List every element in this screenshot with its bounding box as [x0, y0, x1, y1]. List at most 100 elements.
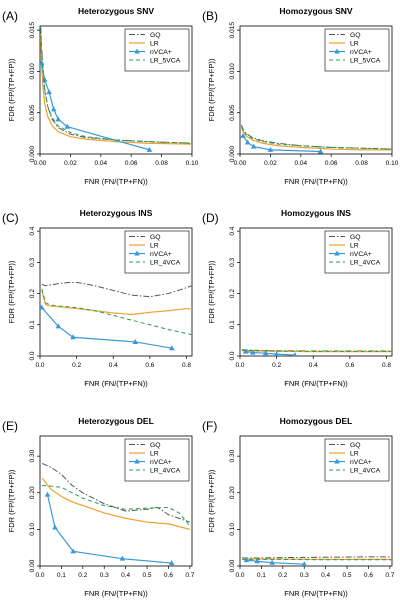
series-line-gq	[241, 124, 392, 150]
data-point-nvca	[240, 132, 246, 138]
legend-label-nvca: nVCA+	[150, 49, 172, 56]
y-axis-label: FDR (FP/(TP+FP))	[207, 260, 216, 323]
y-tick-label: 0.0	[29, 351, 36, 360]
y-tick-label: 0.010	[229, 63, 236, 80]
series-line-lr-4vca	[42, 484, 191, 527]
data-point-nvca	[70, 548, 76, 554]
y-tick-label: 0.000	[29, 145, 36, 162]
legend-label-lr-4vca: LR_4VCA	[350, 468, 381, 475]
data-point-nvca	[250, 143, 257, 149]
x-tick-label: 0.00	[34, 160, 47, 167]
x-tick-label: 0.8	[182, 362, 191, 369]
x-tick-label: 0.00	[234, 160, 247, 167]
legend-box	[124, 230, 190, 274]
x-tick-label: 0.02	[64, 160, 77, 167]
panel-label: (A)	[2, 9, 18, 23]
panel-title: Heterozygous DEL	[78, 416, 154, 426]
x-tick-label: 0.5	[343, 572, 352, 579]
y-tick-label: 0.10	[29, 523, 36, 536]
legend-label-nvca: nVCA+	[350, 459, 372, 466]
series-line-nvca	[246, 559, 305, 565]
panel-label: (F)	[202, 419, 217, 433]
y-tick-label: 0.20	[229, 486, 236, 499]
legend-box	[324, 438, 390, 482]
series-line-gq	[242, 556, 392, 559]
x-tick-label: 0.0	[35, 362, 44, 369]
series-line-lr-4vca	[241, 349, 392, 352]
legend-box	[324, 230, 390, 274]
panel-b: (B) Homozygous SNV 0.00 0.02 0.04 0.06 0.08 0.1…	[202, 6, 399, 186]
legend-label-lr-4vca: LR_4VCA	[150, 260, 181, 267]
legend-label-gq: GQ	[350, 442, 361, 449]
series-line-gq	[41, 281, 192, 298]
y-tick-label: 0.015	[29, 22, 36, 39]
data-point-nvca	[250, 349, 256, 355]
x-tick-label: 0.0	[35, 572, 44, 579]
x-tick-label: 0.10	[386, 160, 399, 167]
data-point-nvca	[301, 561, 307, 566]
y-axis-label: FDR (FP/(TP+FP))	[207, 469, 216, 532]
data-point-nvca	[243, 557, 250, 563]
legend-label-gq: GQ	[350, 234, 361, 241]
x-tick-label: 0.3	[300, 572, 309, 579]
data-point-nvca	[41, 76, 48, 82]
y-tick-label: 0.015	[229, 22, 236, 39]
legend-label-gq: GQ	[150, 442, 161, 449]
y-tick-label: 0.2	[229, 289, 236, 298]
x-tick-label: 0.7	[385, 572, 394, 579]
data-point-nvca	[269, 559, 275, 565]
y-axis-label: FDR (FP/(TP+FP))	[7, 58, 16, 121]
y-axis-label: FDR (FP/(TP+FP))	[7, 260, 16, 323]
data-point-nvca	[44, 491, 51, 497]
y-tick-label: 0.1	[29, 320, 36, 329]
series-group	[242, 556, 392, 566]
y-tick-label: 0.005	[229, 104, 236, 121]
data-point-nvca	[244, 139, 251, 145]
data-point-nvca	[46, 89, 52, 95]
legend-marker-nvca	[134, 458, 140, 464]
legend-label-nvca: nVCA+	[350, 49, 372, 56]
legend-label-lr-5vca: LR_5VCA	[150, 58, 181, 65]
x-tick-label: 0.6	[364, 572, 373, 579]
panel-a: (A) Heterozygous SNV 0.00 0.02 0.04 0.06 0.08 0…	[2, 6, 199, 186]
panel-title: Homozygous INS	[281, 208, 351, 218]
y-axis-label: FDR (FP/(TP+FP))	[207, 58, 216, 121]
y-tick-label: 0.1	[229, 320, 236, 329]
data-point-nvca	[70, 334, 76, 340]
panel-title: Heterozygous INS	[80, 208, 153, 218]
series-line-nvca	[46, 494, 172, 564]
x-tick-label: 0.6	[164, 572, 173, 579]
y-tick-label: 0.3	[229, 257, 236, 266]
series-line-lr	[240, 127, 392, 151]
y-tick-label: 0.4	[229, 226, 236, 235]
data-point-nvca	[292, 352, 298, 356]
series-line-lr-4vca	[41, 288, 192, 336]
panel-f: (F) Homozygous DEL 0.0 0.1 0.2 0.3 0.4 0.5 0.6 0.…	[202, 416, 395, 598]
y-tick-label: 0.3	[29, 257, 36, 266]
panel-label: (B)	[202, 9, 218, 23]
data-point-nvca	[55, 116, 62, 122]
plot-frame	[239, 25, 393, 155]
x-tick-label: 0.08	[355, 160, 368, 167]
legend-label-lr: LR	[350, 243, 359, 250]
y-tick-label: 0.30	[29, 449, 36, 462]
data-point-nvca	[267, 146, 274, 152]
y-tick-label: 0.00	[29, 559, 36, 572]
legend-label-lr: LR	[150, 41, 159, 48]
data-point-nvca	[40, 60, 45, 66]
panel-title: Homozygous SNV	[279, 6, 353, 16]
x-axis-label: FNR (FN/(TP+FN))	[84, 177, 148, 186]
x-tick-label: 0.6	[145, 362, 154, 369]
y-tick-label: 0.10	[229, 523, 236, 536]
series-group	[240, 124, 392, 154]
legend-label-lr: LR	[350, 41, 359, 48]
legend-marker-nvca	[134, 48, 140, 54]
x-axis-label: FNR (FN/(TP+FN))	[284, 589, 348, 598]
data-point-nvca	[132, 338, 139, 344]
y-tick-label: 0.2	[29, 289, 36, 298]
legend-label-lr-5vca: LR_5VCA	[350, 58, 381, 65]
